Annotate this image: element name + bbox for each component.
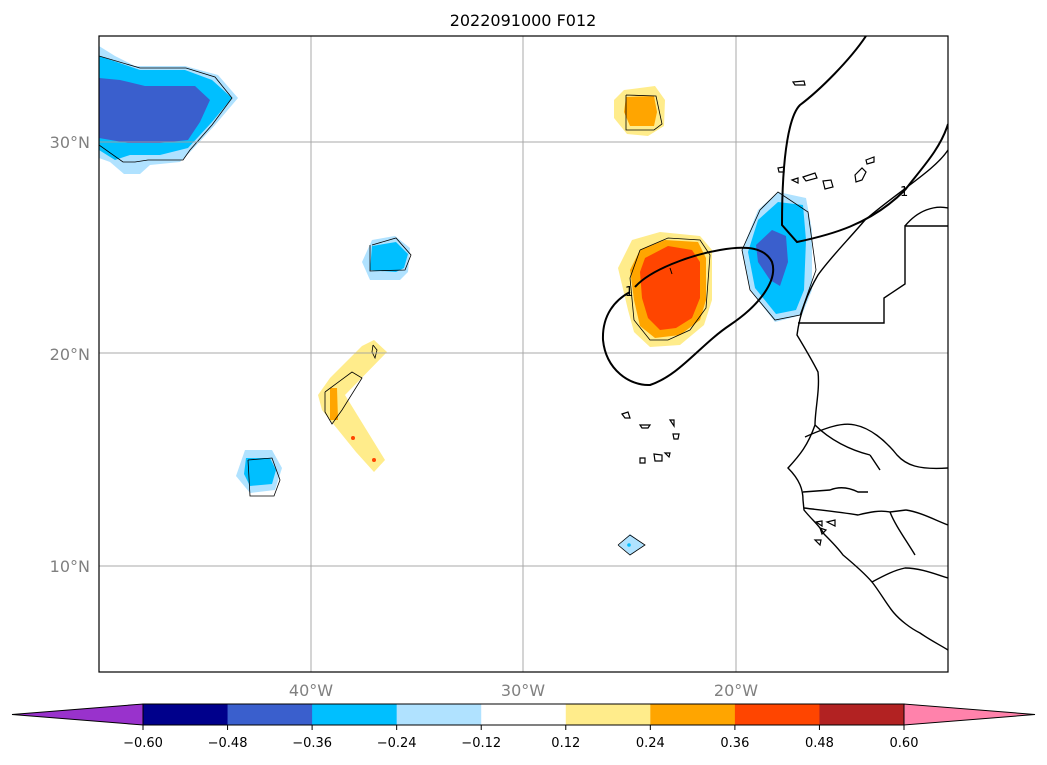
lat-label-20n: 20°N [50, 345, 90, 364]
colorbar-label: 0.12 [551, 736, 580, 751]
gridlines [99, 36, 948, 672]
colorbar-label: 0.36 [720, 736, 749, 751]
map-frame [98, 35, 949, 673]
islands [621, 80, 875, 547]
lat-label-10n: 10°N [50, 557, 90, 576]
contour-label-b: 1 [900, 185, 908, 200]
colorbar-segment [734, 704, 820, 725]
colorbar-extend-high [903, 703, 1036, 726]
negative-anomaly-coast [741, 191, 817, 322]
anomaly-fields [99, 46, 817, 556]
colorbar-extend-low [11, 703, 144, 726]
lon-label-30w: 30°W [501, 681, 545, 700]
colorbar-segment [819, 704, 905, 725]
colorbar-segment [227, 704, 313, 725]
contour-label-a: 1 [625, 285, 633, 300]
lat-label-30n: 30°N [50, 133, 90, 152]
colorbar: −0.60 −0.48 −0.36 −0.24 −0.12 0.12 0.24 0.36 0.4… [11, 703, 1036, 751]
colorbar-segment [565, 704, 651, 725]
colorbar-label: 0.48 [805, 736, 834, 751]
positive-anomaly-chevron [318, 340, 387, 472]
colorbar-label: 0.60 [890, 736, 919, 751]
colorbar-label: −0.24 [377, 736, 417, 751]
map-title: 2022091000 F012 [450, 11, 597, 30]
coastlines [787, 149, 948, 651]
colorbar-frame [142, 703, 905, 726]
colorbar-label: −0.60 [123, 736, 163, 751]
colorbar-segment [650, 704, 736, 725]
colorbar-segment [481, 704, 567, 725]
negative-anomaly-small-diamond [617, 534, 646, 556]
negative-anomaly-central [362, 236, 412, 280]
map-plot-area: 1 1 [99, 36, 948, 672]
thick-contours [601, 36, 948, 387]
colorbar-segment [396, 704, 482, 725]
colorbar-segment [312, 704, 398, 725]
positive-anomaly-large [618, 232, 712, 347]
lon-label-40w: 40°W [289, 681, 333, 700]
colorbar-label: −0.36 [292, 736, 332, 751]
colorbar-label: −0.48 [208, 736, 248, 751]
colorbar-label: −0.12 [461, 736, 501, 751]
negative-anomaly-southwest [236, 450, 282, 497]
longitude-labels: 40°W 30°W 20°W [289, 681, 758, 700]
positive-anomaly-north [614, 86, 665, 136]
latitude-labels: 30°N 20°N 10°N [50, 133, 90, 576]
lon-label-20w: 20°W [714, 681, 758, 700]
colorbar-label: 0.24 [636, 736, 665, 751]
colorbar-segment [143, 704, 229, 725]
